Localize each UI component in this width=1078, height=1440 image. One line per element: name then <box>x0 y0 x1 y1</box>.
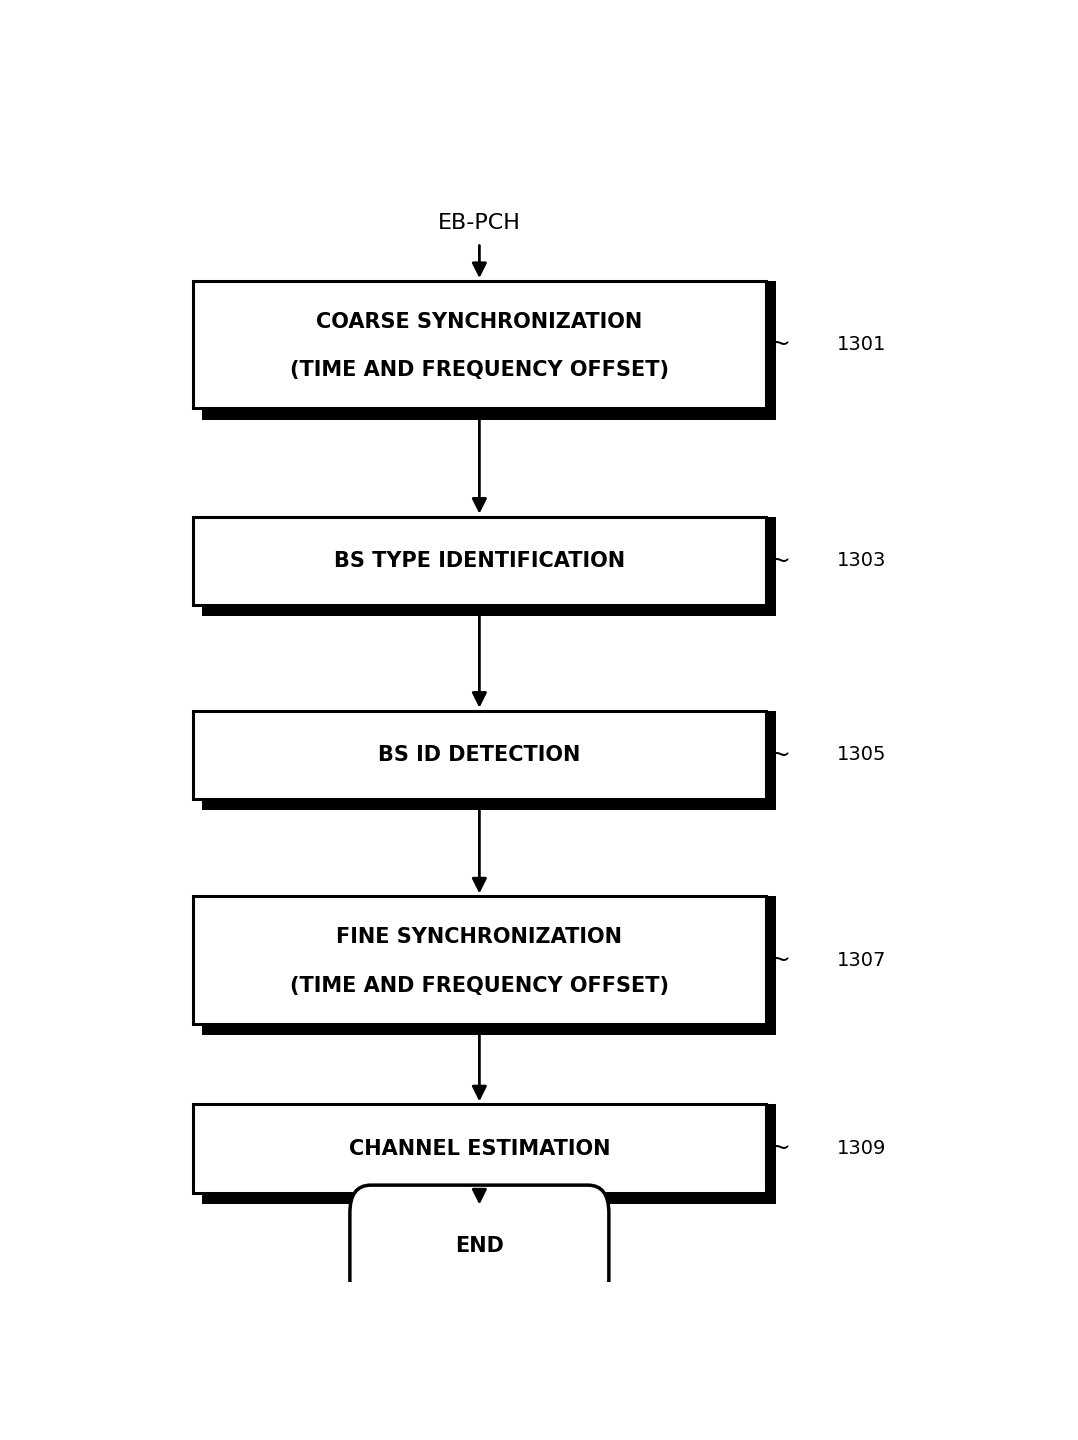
Text: ~: ~ <box>770 949 790 972</box>
Text: EB-PCH: EB-PCH <box>438 213 521 233</box>
Text: 1307: 1307 <box>837 950 886 969</box>
Bar <box>765 1104 775 1204</box>
Bar <box>193 896 765 1024</box>
Bar <box>193 1104 765 1192</box>
Text: 1301: 1301 <box>837 336 886 354</box>
Bar <box>765 896 775 1035</box>
Bar <box>765 517 775 616</box>
Bar <box>202 1191 774 1204</box>
Bar <box>765 281 775 419</box>
Bar <box>193 517 765 605</box>
Text: 1309: 1309 <box>837 1139 886 1158</box>
Text: (TIME AND FREQUENCY OFFSET): (TIME AND FREQUENCY OFFSET) <box>290 360 668 380</box>
Text: CHANNEL ESTIMATION: CHANNEL ESTIMATION <box>348 1139 610 1159</box>
Bar <box>202 798 774 811</box>
Text: ~: ~ <box>770 1138 790 1161</box>
Text: 1305: 1305 <box>837 746 886 765</box>
Text: ~: ~ <box>770 333 790 356</box>
Bar <box>202 1021 774 1035</box>
Text: COARSE SYNCHRONIZATION: COARSE SYNCHRONIZATION <box>316 311 642 331</box>
Text: BS ID DETECTION: BS ID DETECTION <box>378 744 581 765</box>
Text: ~: ~ <box>770 743 790 766</box>
Text: 1303: 1303 <box>837 552 886 570</box>
Bar <box>193 710 765 799</box>
Bar <box>202 603 774 616</box>
Text: FINE SYNCHRONIZATION: FINE SYNCHRONIZATION <box>336 927 622 948</box>
Text: END: END <box>455 1236 503 1256</box>
FancyBboxPatch shape <box>350 1185 609 1308</box>
Bar <box>202 406 774 419</box>
Text: (TIME AND FREQUENCY OFFSET): (TIME AND FREQUENCY OFFSET) <box>290 975 668 995</box>
Bar <box>765 710 775 811</box>
Bar <box>193 281 765 409</box>
Text: ~: ~ <box>770 550 790 572</box>
Text: BS TYPE IDENTIFICATION: BS TYPE IDENTIFICATION <box>334 552 625 570</box>
